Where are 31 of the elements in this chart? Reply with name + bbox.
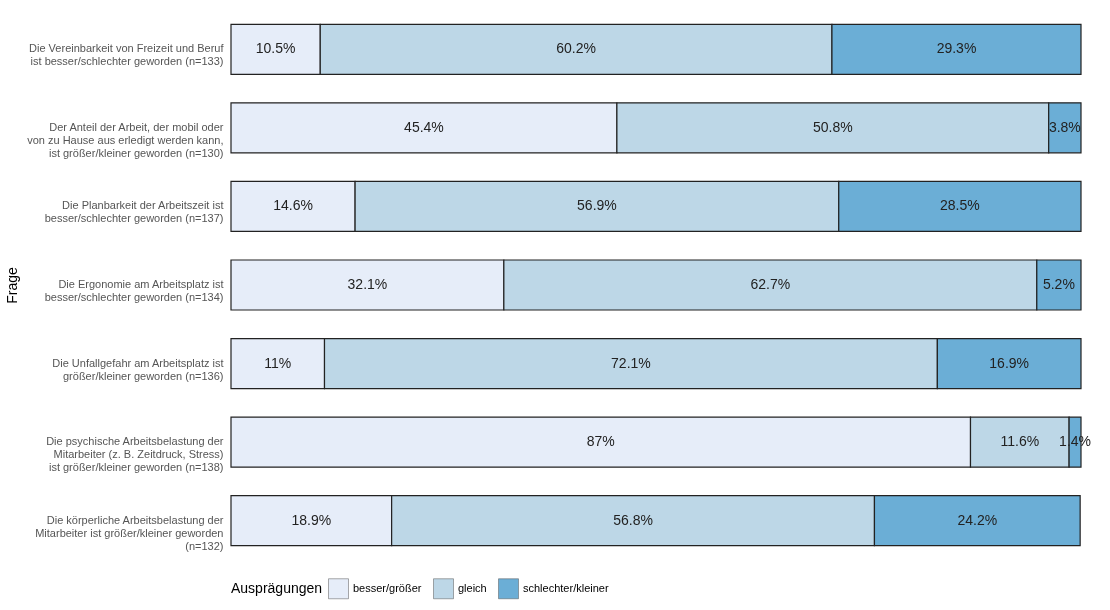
y-tick-label: Die Unfallgefahr am Arbeitsplatz ist größer/kleiner geworden (n=136) [52,356,224,382]
data-label: 72.1% [611,354,651,371]
data-label: 24.2% [957,511,998,528]
data-label: 56.8% [613,511,653,528]
y-tick-label: Die Planbarkeit der Arbeitszeit ist besser/schlechter geworden (n=137) [44,199,224,225]
data-label: 11.6% [1000,433,1040,450]
data-label: 14.6% [273,197,313,214]
data-label: 11% [264,354,292,371]
data-label: 50.8% [812,118,853,135]
data-label: 18.9% [291,511,332,528]
y-tick-label: Die Vereinbarkeit von Freizeit und Beruf ist besser/schlechter geworden (n=133) [29,42,225,68]
y-tick-label: Die Ergonomie am Arbeitsplatz ist besser/schlechter geworden (n=134) [44,278,224,303]
data-label: 29.3% [936,40,977,57]
y-tick-label: Der Anteil der Arbeit, der mobil oder von zu Hause aus erledigt werden kann, ist größer/kleiner geworden (n=130) [27,120,224,159]
data-label: 87% [586,433,615,450]
data-label: 62.7% [750,276,791,292]
y-tick-label: Die psychische Arbeitsbelastung der Mitarbeiter (z. B. Zeitdruck, Stress) ist größer/kleiner geworden (n=138) [46,435,224,474]
data-label: 60.2% [556,40,596,57]
legend-title: Ausprägungen [231,580,323,596]
legend-label: gleich [458,581,487,594]
data-label: 56.9% [577,197,617,214]
y-axis-title: Frage [3,267,20,304]
y-tick-label: Die körperliche Arbeitsbelastung der Mitarbeiter ist größer/kleiner geworden (n=132) [35,513,224,552]
data-label: 10.5% [255,40,296,57]
data-label: 5.2% [1042,276,1075,292]
data-label: 32.1% [347,276,388,292]
data-label: 16.9% [989,354,1030,371]
legend-label: schlechter/kleiner [523,581,609,594]
legend-label: besser/größer [353,581,422,594]
data-label: 45.4% [404,118,444,135]
data-label: 28.5% [940,197,980,214]
